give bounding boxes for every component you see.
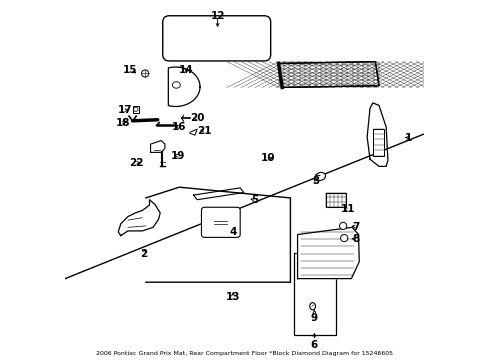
Ellipse shape xyxy=(315,172,325,180)
Text: 21: 21 xyxy=(197,126,211,135)
Text: 20: 20 xyxy=(189,113,204,123)
Ellipse shape xyxy=(309,303,315,310)
Text: 12: 12 xyxy=(210,11,224,21)
Bar xyxy=(293,253,336,335)
FancyBboxPatch shape xyxy=(201,207,240,237)
Polygon shape xyxy=(190,129,197,135)
Text: 14: 14 xyxy=(179,64,193,75)
Text: 10: 10 xyxy=(260,153,274,163)
Text: 3: 3 xyxy=(311,176,319,186)
Polygon shape xyxy=(168,67,200,107)
Text: 13: 13 xyxy=(225,292,240,302)
Text: 9: 9 xyxy=(310,313,317,323)
Ellipse shape xyxy=(172,82,180,88)
Text: 11: 11 xyxy=(340,204,354,215)
Text: 18: 18 xyxy=(116,118,130,128)
Polygon shape xyxy=(366,103,387,166)
Text: 5: 5 xyxy=(250,195,258,205)
Text: 2: 2 xyxy=(140,248,147,258)
Text: 7: 7 xyxy=(352,222,359,231)
Text: 16: 16 xyxy=(172,122,186,132)
Polygon shape xyxy=(278,62,378,87)
Text: 4: 4 xyxy=(229,227,236,237)
Bar xyxy=(372,129,384,156)
Polygon shape xyxy=(145,187,290,282)
Text: 8: 8 xyxy=(352,234,359,244)
Circle shape xyxy=(339,222,346,229)
Circle shape xyxy=(340,234,347,242)
Polygon shape xyxy=(150,140,164,152)
Text: 19: 19 xyxy=(171,150,185,161)
Text: 6: 6 xyxy=(310,340,317,350)
Text: 22: 22 xyxy=(129,158,143,168)
Polygon shape xyxy=(193,188,244,200)
Text: 1: 1 xyxy=(404,133,411,143)
Polygon shape xyxy=(118,200,160,235)
Text: 17: 17 xyxy=(118,105,132,115)
Circle shape xyxy=(142,70,148,77)
Bar xyxy=(132,106,139,113)
Bar xyxy=(325,193,346,207)
Text: 2006 Pontiac Grand Prix Mat, Rear Compartment Floor *Block Diamond Diagram for 1: 2006 Pontiac Grand Prix Mat, Rear Compar… xyxy=(96,351,392,356)
Polygon shape xyxy=(297,227,359,279)
Text: 15: 15 xyxy=(123,64,138,75)
Circle shape xyxy=(133,107,138,112)
FancyBboxPatch shape xyxy=(163,16,270,61)
